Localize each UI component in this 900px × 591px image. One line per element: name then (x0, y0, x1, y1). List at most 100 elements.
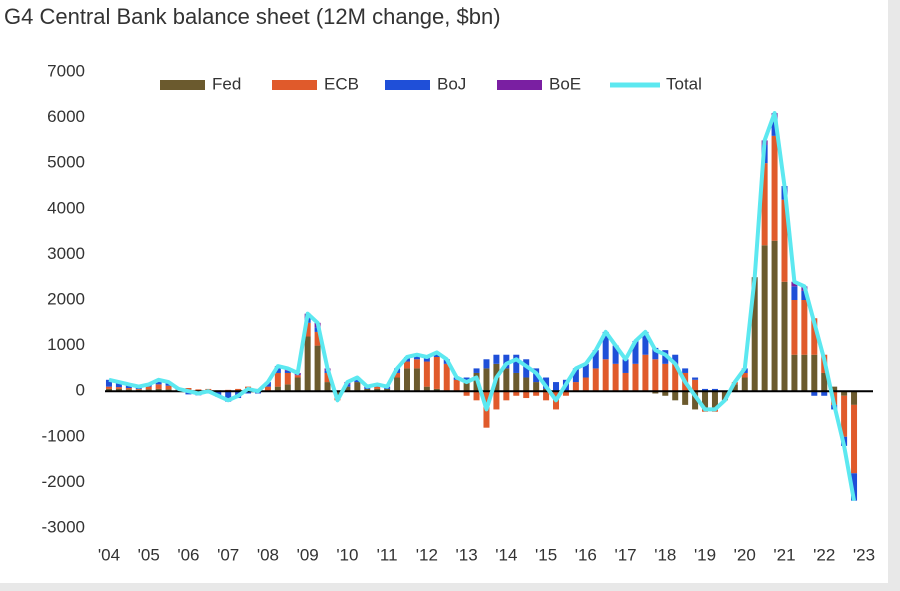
bar (662, 391, 669, 396)
bar (821, 391, 828, 396)
bar (801, 300, 808, 355)
bar (334, 391, 341, 396)
bar (791, 354, 798, 392)
x-tick-label: '11 (377, 545, 398, 564)
bar (284, 384, 291, 392)
bar (841, 391, 848, 396)
bar (513, 354, 520, 373)
y-tick-label: -2000 (42, 472, 85, 491)
x-tick-label: '19 (694, 545, 716, 564)
bar (761, 163, 768, 246)
bar (463, 382, 470, 392)
x-tick-label: '06 (177, 545, 199, 564)
bar (324, 372, 331, 383)
bar (632, 341, 639, 364)
bar (801, 354, 808, 392)
bar (453, 379, 460, 392)
bar (503, 354, 510, 369)
bar (622, 372, 629, 392)
bar (404, 368, 410, 392)
bar (185, 388, 192, 391)
legend-label: ECB (324, 74, 359, 93)
bar (423, 361, 430, 387)
x-tick-label: '15 (535, 545, 557, 564)
y-tick-label: 0 (76, 381, 85, 400)
bar (394, 372, 401, 378)
bar (572, 368, 579, 383)
legend-label: BoE (549, 74, 581, 93)
x-tick-label: '22 (813, 545, 835, 564)
bar (572, 382, 579, 392)
legend-swatch (497, 80, 542, 90)
bar (702, 388, 709, 392)
bar (831, 386, 838, 392)
y-tick-label: 3000 (47, 244, 85, 263)
legend-label: BoJ (437, 74, 466, 93)
bar (702, 391, 709, 410)
bar (741, 372, 748, 378)
bar (851, 404, 858, 474)
bar (652, 347, 659, 360)
bar (105, 386, 112, 389)
bar (503, 368, 510, 392)
x-tick-label: '05 (138, 545, 160, 564)
bar (374, 386, 381, 389)
bar (115, 382, 122, 388)
x-tick-label: '04 (98, 545, 120, 564)
bar (592, 350, 599, 369)
bar (771, 135, 778, 241)
bar (304, 336, 311, 392)
y-tick-label: 7000 (47, 61, 85, 80)
bar (602, 359, 609, 392)
x-tick-label: '10 (336, 545, 358, 564)
chart-title: G4 Central Bank balance sheet (12M chang… (4, 4, 501, 29)
bar (145, 386, 152, 390)
x-tick-label: '16 (575, 545, 597, 564)
x-tick-label: '21 (773, 545, 795, 564)
y-tick-label: 6000 (47, 107, 85, 126)
bar (811, 391, 818, 396)
bar (513, 391, 520, 396)
bar (711, 391, 718, 410)
bar (841, 395, 848, 437)
bar (344, 386, 351, 392)
x-tick-label: '17 (614, 545, 636, 564)
bar (413, 368, 420, 392)
bar (115, 388, 122, 392)
bar (523, 391, 530, 399)
bar (543, 388, 550, 392)
x-tick-label: '20 (734, 545, 756, 564)
bar (284, 372, 291, 385)
bar (811, 354, 818, 392)
x-tick-label: '18 (654, 545, 676, 564)
bar (473, 391, 480, 401)
bar (135, 388, 142, 390)
bar (105, 379, 112, 387)
bar (125, 388, 132, 390)
bar (294, 377, 301, 392)
bar (404, 361, 410, 369)
bar (682, 391, 689, 405)
bar (354, 379, 361, 383)
bar (791, 281, 798, 287)
legend-swatch (385, 80, 430, 90)
bar (274, 386, 281, 392)
bar (632, 363, 639, 392)
bar (662, 363, 669, 392)
bar (652, 359, 659, 392)
bar (473, 368, 480, 373)
bar (463, 377, 470, 383)
bar (483, 359, 490, 369)
bar (672, 391, 679, 401)
bar (612, 363, 619, 392)
bar (592, 368, 599, 392)
legend-label: Total (666, 74, 702, 93)
bar (791, 286, 798, 300)
bar (652, 391, 659, 394)
x-tick-label: '12 (416, 545, 438, 564)
bar (513, 372, 520, 392)
bar (543, 391, 550, 401)
total-line (108, 111, 856, 501)
card (0, 0, 888, 583)
